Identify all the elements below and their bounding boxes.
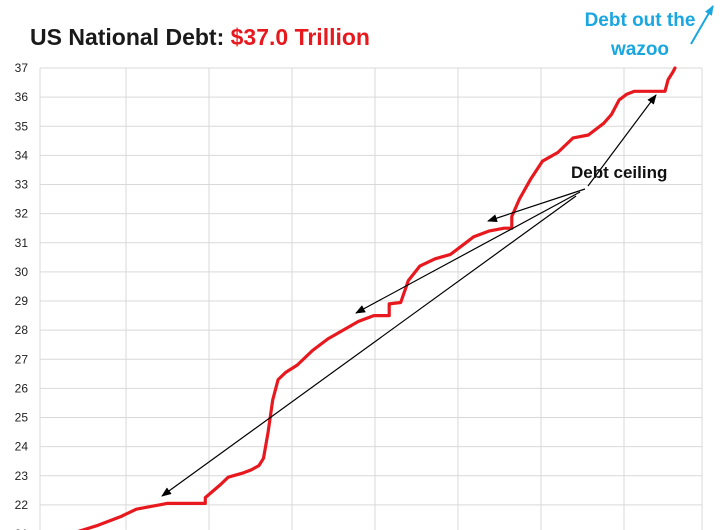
title-prefix: US National Debt: [30,24,225,50]
y-tick-label: 34 [15,148,29,162]
chart-title: US National Debt: $37.0 Trillion [30,24,370,51]
y-tick-label: 25 [15,411,29,425]
chart-grid [39,67,703,530]
wazoo-line-2: wazoo [610,39,670,60]
wazoo-annotation: Debt out the wazoo [572,6,708,64]
ceiling-arrow-2021 [355,191,581,314]
y-tick-label: 37 [15,61,29,75]
y-tick-label: 23 [15,469,29,483]
title-amount: $37.0 Trillion [230,24,370,50]
y-tick-label: 27 [15,352,29,366]
y-tick-label: 24 [15,440,29,454]
ceiling-arrow-2017 [161,195,577,497]
y-tick-label: 35 [15,119,29,133]
y-tick-label: 22 [15,498,29,512]
y-tick-label: 33 [15,178,29,192]
y-tick-label: 30 [15,265,29,279]
y-tick-label: 21 [15,527,29,530]
y-tick-label: 32 [15,207,29,221]
y-axis-ticks: 21 22 23 24 25 26 27 28 29 30 31 32 33 34 35 36 37 [15,61,29,530]
y-tick-label: 28 [15,323,29,337]
debt-series-line [77,66,677,530]
ceiling-arrow-2023 [487,188,586,222]
ceiling-arrow-2025 [587,94,657,187]
debt-ceiling-label: Debt ceiling [571,163,668,182]
y-tick-label: 31 [15,236,29,250]
wazoo-line-1: Debt out the [584,10,696,31]
y-tick-label: 36 [15,90,29,104]
wazoo-arrow [690,5,714,45]
debt-ceiling-arrows [161,94,657,497]
y-tick-label: 29 [15,294,29,308]
y-tick-label: 26 [15,381,29,395]
